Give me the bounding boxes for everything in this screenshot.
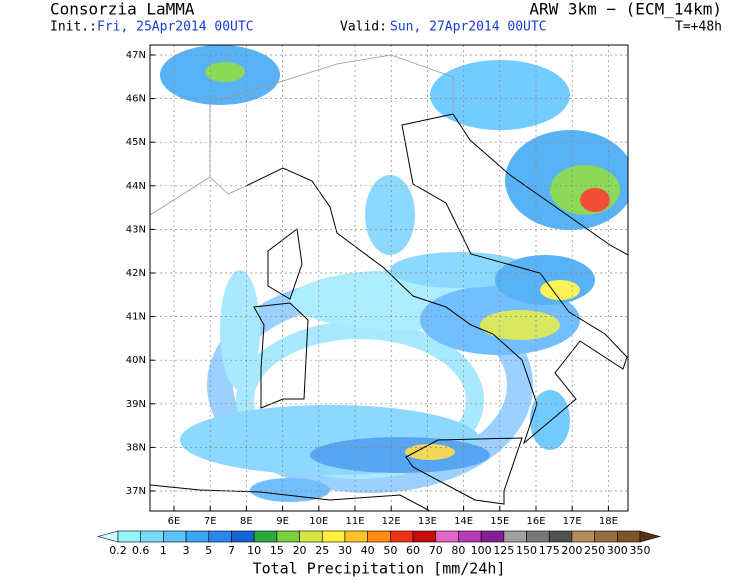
colorbar-label: 100 [471, 544, 492, 557]
colorbar-box [480, 530, 505, 543]
colorbar-box [390, 530, 414, 543]
init-time: Fri, 25Apr2014 00UTC [97, 20, 254, 35]
lat-label: 45N [126, 137, 146, 148]
colorbar-label: 15 [270, 544, 284, 557]
colorbar-box [435, 530, 459, 543]
colorbar-triangle [639, 530, 662, 543]
lon-label: 13E [418, 516, 437, 527]
colorbar-box [163, 530, 187, 543]
lon-label: 12E [382, 516, 401, 527]
lat-label: 46N [126, 94, 146, 105]
lat-label: 42N [126, 268, 146, 279]
colorbar-title: Total Precipitation [mm/24h] [253, 560, 506, 578]
lat-label: 47N [126, 50, 146, 61]
lat-label: 44N [126, 181, 146, 192]
lat-label: 40N [126, 355, 146, 366]
organization: Consorzia LaMMA [50, 0, 195, 19]
lat-label: 38N [126, 442, 146, 453]
colorbar-label: 150 [516, 544, 537, 557]
lon-label: 11E [345, 516, 364, 527]
lon-label: 9E [276, 516, 289, 527]
borders [150, 54, 454, 216]
colorbar-box [299, 530, 323, 543]
map-area [150, 45, 628, 511]
colorbar-box [117, 530, 141, 543]
colorbar-box [503, 530, 527, 543]
colorbar-label: 20 [293, 544, 307, 557]
colorbar-label: 70 [429, 544, 443, 557]
colorbar-label: 0.2 [109, 544, 127, 557]
valid-time: Sun, 27Apr2014 00UTC [390, 20, 547, 35]
colorbar-box [344, 530, 368, 543]
colorbar-label: 25 [315, 544, 329, 557]
colorbar-box [367, 530, 391, 543]
lon-label: 8E [240, 516, 253, 527]
colorbar-box [140, 530, 164, 543]
colorbar-box [571, 530, 595, 543]
lon-label: 14E [454, 516, 473, 527]
lat-label: 37N [126, 486, 146, 497]
colorbar-label: 30 [338, 544, 352, 557]
colorbar-label: 350 [630, 544, 651, 557]
colorbar-label: 125 [493, 544, 514, 557]
lon-label: 18E [599, 516, 618, 527]
lon-label: 17E [563, 516, 582, 527]
colorbar-label: 40 [361, 544, 375, 557]
colorbar-label: 200 [561, 544, 582, 557]
coastlines [150, 113, 628, 511]
colorbar-label: 3 [183, 544, 190, 557]
colorbar-box [276, 530, 300, 543]
lon-label: 6E [168, 516, 181, 527]
colorbar-box [412, 530, 437, 543]
colorbar-box [185, 530, 210, 543]
colorbar-box [526, 530, 550, 543]
lon-label: 15E [490, 516, 509, 527]
lon-label: 10E [309, 516, 328, 527]
colorbar-label: 300 [607, 544, 628, 557]
colorbar-box [208, 530, 232, 543]
colorbar-box [458, 530, 482, 543]
colorbar-label: 1 [160, 544, 167, 557]
precipitation-field [160, 45, 628, 502]
model: ARW 3km − (ECM_14km) [529, 0, 722, 19]
colorbar-box [321, 530, 346, 543]
colorbar-label: 10 [247, 544, 261, 557]
colorbar: 0.2 0.6 1 3 5 7 10 15 20 25 30 40 50 60 70 80 100 125 150 1… [96, 530, 662, 557]
lat-label: 43N [126, 224, 146, 235]
init-label: Init.: [50, 20, 97, 35]
colorbar-label: 7 [228, 544, 235, 557]
lead-time: T=+48h [675, 20, 722, 35]
lat-label: 41N [126, 312, 146, 323]
lat-label: 39N [126, 399, 146, 410]
colorbar-box [617, 530, 641, 543]
map-frame [149, 44, 629, 512]
colorbar-label: 50 [383, 544, 397, 557]
colorbar-label: 80 [451, 544, 465, 557]
colorbar-box [548, 530, 573, 543]
colorbar-label: 250 [584, 544, 605, 557]
colorbar-label: 0.6 [132, 544, 150, 557]
colorbar-label: 5 [205, 544, 212, 557]
lon-label: 16E [526, 516, 545, 527]
valid-label: Valid: [340, 20, 387, 35]
colorbar-label: 60 [406, 544, 420, 557]
colorbar-box [231, 530, 255, 543]
colorbar-box [594, 530, 618, 543]
colorbar-label: 175 [539, 544, 560, 557]
colorbar-box [253, 530, 278, 543]
lon-label: 7E [204, 516, 217, 527]
